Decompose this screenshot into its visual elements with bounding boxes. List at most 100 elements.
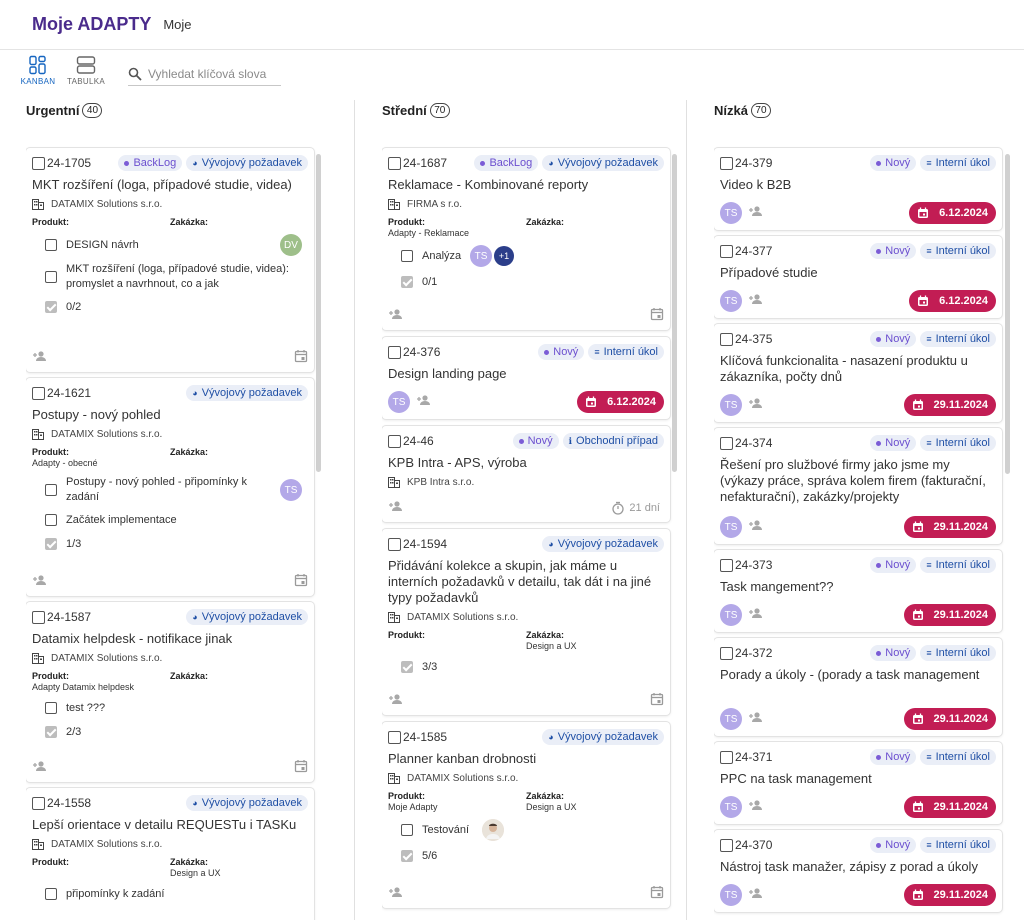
subtask-checkbox[interactable]	[401, 824, 413, 836]
card-id[interactable]: 24-377	[735, 244, 773, 258]
subtask-checkbox[interactable]	[401, 250, 413, 262]
assignee-avatar[interactable]: TS	[720, 884, 742, 906]
task-card[interactable]: 24-377 Nový ≡ Interní úkol Případové studie T…	[714, 236, 1002, 318]
assignee-avatar[interactable]: TS	[720, 202, 742, 224]
card-id[interactable]: 24-1558	[47, 796, 92, 810]
set-deadline-button[interactable]	[650, 307, 664, 326]
set-deadline-button[interactable]	[294, 349, 308, 368]
card-title[interactable]: Postupy - nový pohled	[32, 407, 161, 422]
card-checkbox[interactable]	[32, 610, 45, 624]
card-title[interactable]: Lepší orientace v detailu REQUESTu i TAS…	[32, 817, 297, 832]
task-card[interactable]: 24-1705 BackLog ◕ Vývojový požadavek MKT roz…	[26, 148, 314, 372]
card-checkbox[interactable]	[720, 646, 733, 660]
assignee-avatar[interactable]: TS	[720, 394, 742, 416]
deadline-chip[interactable]: 29.11.2024	[903, 708, 996, 730]
card-title[interactable]: Datamix helpdesk - notifikace jinak	[32, 631, 233, 646]
type-chip[interactable]: ≡ Interní úkol	[920, 331, 996, 347]
task-card[interactable]: 24-46 Nový ℹ Obchodní případ KPB Intra - APS…	[382, 426, 670, 522]
card-title[interactable]: Přidávání kolekce a skupin, jak máme u i…	[388, 558, 652, 605]
type-chip[interactable]: ◕ Vývojový požadavek	[186, 609, 308, 625]
card-checkbox[interactable]	[32, 156, 45, 170]
task-card[interactable]: 24-1587 ◕ Vývojový požadavek Datamix helpde…	[26, 602, 314, 782]
card-title[interactable]: Reklamace - Kombinované reporty	[388, 177, 589, 192]
type-chip[interactable]: ≡ Interní úkol	[920, 435, 996, 451]
deadline-chip[interactable]: 6.12.2024	[909, 290, 996, 312]
deadline-chip[interactable]: 29.11.2024	[903, 394, 996, 416]
add-assignee-button[interactable]	[748, 396, 764, 414]
add-assignee-button[interactable]	[748, 798, 764, 816]
set-deadline-button[interactable]	[650, 885, 664, 904]
subtask-checkbox[interactable]	[45, 514, 57, 526]
assignee-avatar[interactable]: TS	[720, 708, 742, 730]
type-chip[interactable]: ≡ Interní úkol	[920, 155, 996, 171]
card-title[interactable]: Task mangement??	[720, 579, 834, 594]
status-chip[interactable]: Nový	[870, 557, 917, 573]
card-title[interactable]: Porady a úkoly - (porady a task manageme…	[720, 667, 980, 682]
add-assignee-button[interactable]	[32, 349, 48, 367]
status-chip[interactable]: Nový	[870, 435, 917, 451]
card-id[interactable]: 24-370	[735, 838, 773, 852]
assignee-avatar[interactable]: TS	[720, 796, 742, 818]
card-checkbox[interactable]	[720, 838, 733, 852]
card-title[interactable]: Řešení pro službové firmy jako jsme my (…	[720, 457, 986, 504]
card-checkbox[interactable]	[388, 434, 401, 448]
card-title[interactable]: Nástroj task manažer, zápisy z porad a ú…	[720, 859, 978, 874]
app-title[interactable]: Moje ADAPTY	[32, 14, 152, 34]
type-chip[interactable]: ≡ Interní úkol	[920, 749, 996, 765]
add-assignee-button[interactable]	[748, 710, 764, 728]
add-assignee-button[interactable]	[748, 292, 764, 310]
card-id[interactable]: 24-379	[735, 156, 773, 170]
status-chip[interactable]: Nový	[870, 645, 917, 661]
card-id[interactable]: 24-1705	[47, 156, 92, 170]
card-title[interactable]: Planner kanban drobnosti	[388, 751, 537, 766]
card-title[interactable]: MKT rozšíření (loga, případové studie, v…	[32, 177, 292, 192]
card-checkbox[interactable]	[720, 156, 733, 170]
status-chip[interactable]: Nový	[538, 344, 585, 360]
task-card[interactable]: 24-1687 BackLog ◕ Vývojový požadavek Reklama…	[382, 148, 670, 330]
deadline-chip[interactable]: 6.12.2024	[909, 202, 996, 224]
card-checkbox[interactable]	[32, 796, 45, 810]
type-chip[interactable]: ≡ Interní úkol	[920, 645, 996, 661]
search-input[interactable]	[148, 66, 278, 81]
deadline-chip[interactable]: 29.11.2024	[903, 604, 996, 626]
assignee-avatar[interactable]: TS	[388, 391, 410, 413]
add-assignee-button[interactable]	[748, 518, 764, 536]
type-chip[interactable]: ◕ Vývojový požadavek	[542, 155, 664, 171]
task-card[interactable]: 24-379 Nový ≡ Interní úkol Video k B2B TS 6.12…	[714, 148, 1002, 230]
card-id[interactable]: 24-1687	[403, 156, 448, 170]
card-title[interactable]: Klíčová funkcionalita - nasazení produkt…	[720, 353, 968, 384]
task-card[interactable]: 24-1558 ◕ Vývojový požadavek Lepší orientac…	[26, 788, 314, 920]
extra-assignees-badge[interactable]: +1	[494, 246, 514, 266]
card-id[interactable]: 24-1587	[47, 610, 92, 624]
assignee-avatar[interactable]: DV	[280, 234, 302, 256]
type-chip[interactable]: ≡ Interní úkol	[920, 837, 996, 853]
task-card[interactable]: 24-1585 ◕ Vývojový požadavek Planner kanban…	[382, 722, 670, 908]
add-assignee-button[interactable]	[748, 606, 764, 624]
subtask-row[interactable]: připomínky k zadání	[32, 885, 308, 903]
subtask-row[interactable]: Analýza TS +1	[388, 245, 664, 267]
status-chip[interactable]: Nový	[870, 155, 917, 171]
card-id[interactable]: 24-372	[735, 646, 773, 660]
task-card[interactable]: 24-1594 ◕ Vývojový požadavek Přidávání kole…	[382, 529, 670, 715]
card-checkbox[interactable]	[720, 558, 733, 572]
card-checkbox[interactable]	[720, 750, 733, 764]
subtask-checkbox[interactable]	[45, 484, 57, 496]
card-checkbox[interactable]	[720, 332, 733, 346]
set-deadline-button[interactable]	[294, 759, 308, 778]
subtask-checkbox[interactable]	[45, 239, 57, 251]
deadline-chip[interactable]: 29.11.2024	[903, 796, 996, 818]
scrollbar[interactable]	[316, 154, 321, 472]
status-chip[interactable]: Nový	[870, 837, 917, 853]
subtask-checkbox[interactable]	[45, 702, 57, 714]
type-chip[interactable]: ◕ Vývojový požadavek	[186, 155, 308, 171]
subtask-checkbox[interactable]	[45, 271, 57, 283]
table-view-button[interactable]: TABULKA	[66, 55, 106, 91]
card-id[interactable]: 24-376	[403, 345, 441, 359]
subtask-row[interactable]: Začátek implementace	[32, 511, 308, 529]
type-chip[interactable]: ≡ Interní úkol	[920, 557, 996, 573]
assignee-avatar[interactable]: TS	[470, 245, 492, 267]
card-title[interactable]: KPB Intra - APS, výroba	[388, 455, 527, 470]
deadline-chip[interactable]: 6.12.2024	[577, 391, 664, 413]
task-card[interactable]: 24-373 Nový ≡ Interní úkol Task mangement?? T…	[714, 550, 1002, 632]
card-id[interactable]: 24-1585	[403, 730, 448, 744]
